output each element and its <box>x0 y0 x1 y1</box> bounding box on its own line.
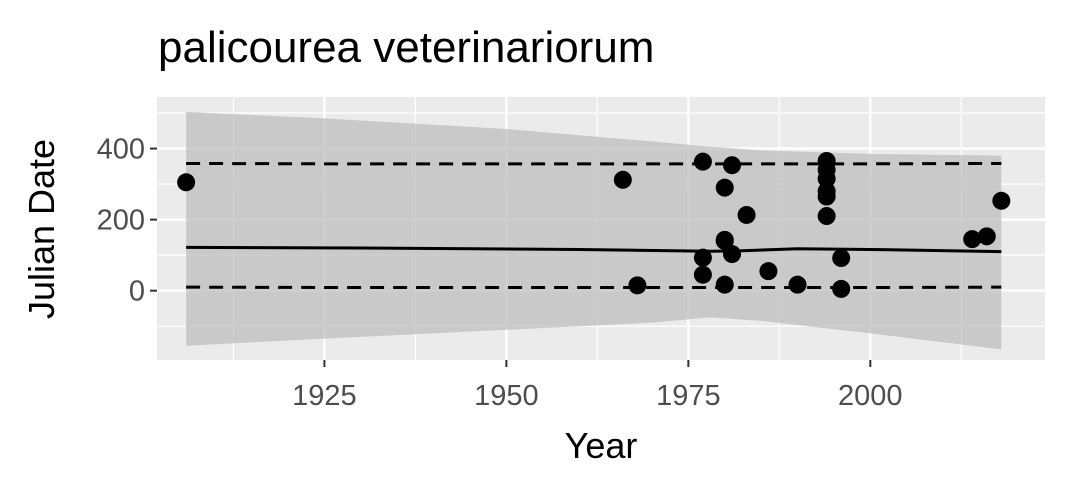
chart-title: palicourea veterinariorum <box>158 23 654 72</box>
data-point <box>992 191 1011 210</box>
data-point <box>693 265 712 284</box>
data-point <box>693 248 712 267</box>
data-point <box>963 230 982 249</box>
data-point <box>628 276 647 295</box>
x-axis-title: Year <box>565 425 638 466</box>
data-point <box>723 156 742 175</box>
x-tick-label: 1925 <box>292 380 357 412</box>
data-point <box>177 173 196 192</box>
data-point <box>715 231 734 250</box>
x-axis: 1925 1950 1975 2000 <box>292 360 903 412</box>
y-tick-label: 0 <box>129 276 145 308</box>
data-point <box>723 245 742 264</box>
data-point <box>737 205 756 224</box>
x-tick-label: 1975 <box>656 380 721 412</box>
data-point <box>693 152 712 171</box>
data-point <box>715 275 734 294</box>
data-point <box>817 169 836 188</box>
data-point <box>788 275 807 294</box>
data-point <box>715 178 734 197</box>
data-point <box>613 170 632 189</box>
data-points-layer <box>177 151 1011 298</box>
data-point <box>832 279 851 298</box>
y-tick-label: 400 <box>97 134 145 166</box>
x-tick-label: 1950 <box>474 380 539 412</box>
data-point <box>759 262 778 281</box>
data-point <box>817 207 836 226</box>
data-point <box>977 227 996 246</box>
data-point <box>832 248 851 267</box>
x-tick-label: 2000 <box>838 380 903 412</box>
data-point <box>817 187 836 206</box>
y-tick-label: 200 <box>97 205 145 237</box>
y-axis: 0 200 400 <box>97 134 157 308</box>
y-axis-title: Julian Date <box>21 139 62 319</box>
